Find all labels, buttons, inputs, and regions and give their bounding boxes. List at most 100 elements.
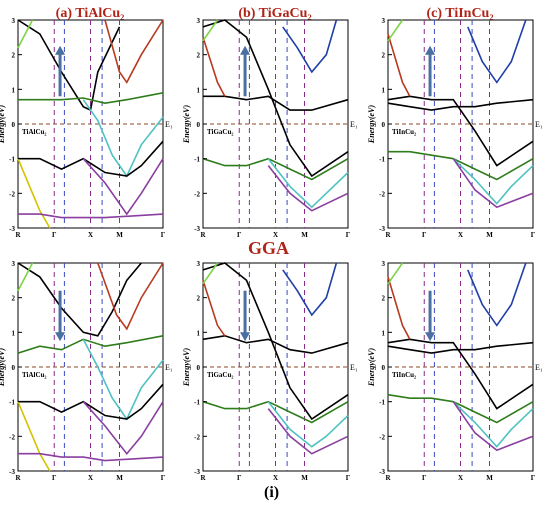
y-tick-label: 1 (197, 329, 201, 337)
y-tick-label: 3 (12, 17, 16, 25)
band-line (17, 19, 34, 49)
y-tick-label: 0 (12, 364, 16, 372)
kpoint-label: X (273, 231, 278, 239)
y-tick-label: 0 (382, 364, 386, 372)
band-plot-tiincu2-up: -3 -2 -1 0 1 2 3 R Γ X M Γ Energy(eV) E₁ TiInCu₂ (367, 17, 543, 239)
band-plot-tigacu2-down: -3 -2 -1 0 1 2 3 R Γ X M Γ Energy(eV) E₁ TiGaCu₂ (182, 260, 358, 482)
y-tick-label: -3 (9, 225, 15, 233)
plot-area: -3 -2 -1 0 1 2 3 R Γ X M Γ Energy(eV) E₁ TiGaCu₂ (182, 17, 358, 239)
kpoint-label: X (88, 231, 93, 239)
band-line (18, 92, 164, 105)
y-tick-label: 3 (382, 260, 386, 268)
kpoint-label: Γ (237, 231, 242, 239)
y-tick-label: 3 (12, 260, 16, 268)
spin-down-arrow-icon (55, 332, 66, 342)
kpoint-label: Γ (237, 474, 242, 482)
y-tick-label: 0 (382, 121, 386, 129)
material-label: TiInCu₂ (392, 128, 416, 136)
kpoint-label: R (15, 231, 21, 239)
fermi-label: E₁ (165, 120, 173, 129)
band-line (467, 19, 527, 84)
band-line (202, 262, 219, 285)
plot-area: -3 -2 -1 0 1 2 3 R Γ X M Γ Energy(eV) E₁ TiAlCu₂ (0, 260, 173, 482)
y-tick-label: -1 (194, 399, 200, 407)
band-line (267, 165, 349, 212)
kpoint-label: X (458, 474, 463, 482)
spin-up-arrow-icon (425, 45, 436, 55)
y-axis-label: Energy(eV) (182, 105, 191, 145)
kpoint-label: Γ (346, 474, 351, 482)
band-line (18, 213, 164, 219)
band-line (202, 19, 349, 178)
band-line (17, 401, 51, 472)
spin-down-arrow-icon (240, 332, 251, 342)
y-tick-label: -3 (9, 468, 15, 476)
band-line (104, 19, 164, 84)
fermi-label: E₁ (535, 120, 543, 129)
y-axis-label: Energy(eV) (367, 105, 376, 145)
band-line (202, 157, 349, 181)
band-line (18, 383, 164, 420)
y-tick-label: 1 (197, 86, 201, 94)
kpoint-label: X (458, 231, 463, 239)
material-label: TiInCu₂ (392, 371, 416, 379)
band-plot-tiincu2-down: -3 -2 -1 0 1 2 3 R Γ X M Γ Energy(eV) E₁ TiInCu₂ (367, 260, 543, 482)
y-tick-label: 0 (12, 121, 16, 129)
kpoint-label: X (88, 474, 93, 482)
band-line (452, 158, 534, 209)
y-tick-label: -3 (379, 468, 385, 476)
band-line (387, 276, 411, 340)
band-line (18, 452, 164, 462)
y-tick-label: 0 (197, 121, 201, 129)
band-line (17, 19, 121, 112)
band-line (387, 262, 404, 285)
band-line (387, 341, 534, 354)
band-line (387, 98, 534, 111)
y-tick-label: 0 (197, 364, 201, 372)
kpoint-label: M (116, 474, 123, 482)
kpoint-label: M (486, 231, 493, 239)
plot-area: -3 -2 -1 0 1 2 3 R Γ X M Γ Energy(eV) E₁ TiInCu₂ (367, 260, 543, 482)
plot-area: -3 -2 -1 0 1 2 3 R Γ X M Γ Energy(eV) E₁ TiAlCu₂ (0, 17, 173, 239)
band-plot-tialcu2-up: -3 -2 -1 0 1 2 3 R Γ X M Γ Energy(eV) E₁ TiAlCu₂ (0, 17, 173, 239)
y-tick-label: 1 (382, 86, 386, 94)
band-line (202, 262, 349, 421)
y-tick-label: 1 (12, 86, 16, 94)
kpoint-label: Γ (531, 474, 536, 482)
y-tick-label: -1 (379, 399, 385, 407)
band-line (202, 19, 219, 42)
band-line (452, 158, 534, 205)
y-tick-label: 3 (197, 17, 201, 25)
material-label: TiAlCu₂ (22, 371, 47, 379)
fermi-label: E₁ (165, 363, 173, 372)
plot-area: -3 -2 -1 0 1 2 3 R Γ X M Γ Energy(eV) E₁ TiGaCu₂ (182, 260, 358, 482)
y-axis-label: Energy(eV) (367, 348, 376, 388)
y-tick-label: 2 (12, 52, 16, 60)
kpoint-label: X (273, 474, 278, 482)
band-line (267, 401, 349, 448)
kpoint-label: Γ (346, 231, 351, 239)
kpoint-label: Γ (422, 231, 427, 239)
kpoint-label: Γ (531, 231, 536, 239)
band-plot-tialcu2-down: -3 -2 -1 0 1 2 3 R Γ X M Γ Energy(eV) E₁ TiAlCu₂ (0, 260, 173, 482)
spin-up-arrow-icon (55, 45, 66, 55)
material-label: TiGaCu₂ (207, 128, 233, 136)
figure-caption: (i) (264, 484, 280, 501)
kpoint-label: M (301, 231, 308, 239)
band-line (387, 19, 404, 42)
y-tick-label: 2 (12, 295, 16, 303)
band-line (467, 262, 527, 327)
y-tick-label: 1 (12, 329, 16, 337)
y-tick-label: -3 (379, 225, 385, 233)
kpoint-label: M (116, 231, 123, 239)
material-label: TiGaCu₂ (207, 371, 233, 379)
band-line (17, 158, 51, 229)
kpoint-label: Γ (161, 231, 166, 239)
y-tick-label: -2 (9, 190, 15, 198)
band-line (203, 95, 349, 111)
y-tick-label: 2 (197, 52, 201, 60)
y-tick-label: 2 (382, 295, 386, 303)
panel-title-c: (c) TiInCu₂ (426, 6, 494, 21)
kpoint-label: Γ (52, 231, 57, 239)
band-line (18, 140, 164, 177)
